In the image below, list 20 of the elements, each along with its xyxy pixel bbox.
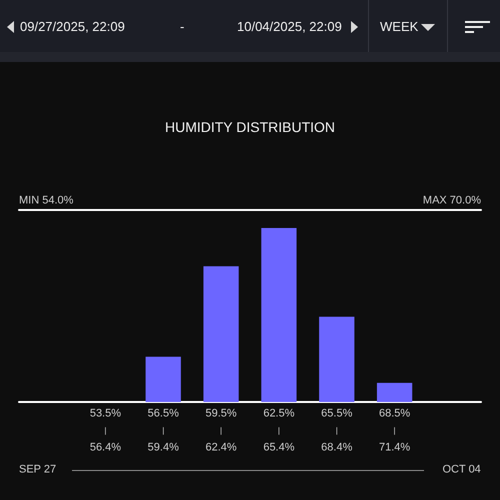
x-tick-label: 53.5% | 56.4% [90, 408, 122, 454]
text: MAX 70.0% [422, 194, 482, 206]
text: SEP 27 [19, 464, 56, 476]
x-tick-label: 62.5% | 65.4% [263, 408, 295, 454]
x-tick-label: 65.5% | 68.4% [321, 408, 353, 454]
bar [203, 266, 239, 402]
chart-title: HUMIDITY DISTRIBUTION [164, 119, 336, 135]
text: - [180, 18, 184, 36]
x-tick-label: 56.5% | 59.4% [148, 408, 180, 454]
bar [146, 356, 181, 402]
text: MIN 54.0% [19, 194, 74, 206]
text: WEEK [380, 18, 418, 36]
text: 10/04/2025, 22:09 [237, 18, 342, 36]
text: OCT 04 [442, 464, 481, 476]
x-tick-label: 59.5% | 62.4% [205, 408, 237, 454]
text: 09/27/2025, 22:09 [20, 18, 125, 36]
bar [261, 228, 297, 402]
bar [376, 382, 412, 402]
bar [319, 316, 354, 402]
x-tick-label: 68.5% | 71.4% [378, 408, 410, 454]
